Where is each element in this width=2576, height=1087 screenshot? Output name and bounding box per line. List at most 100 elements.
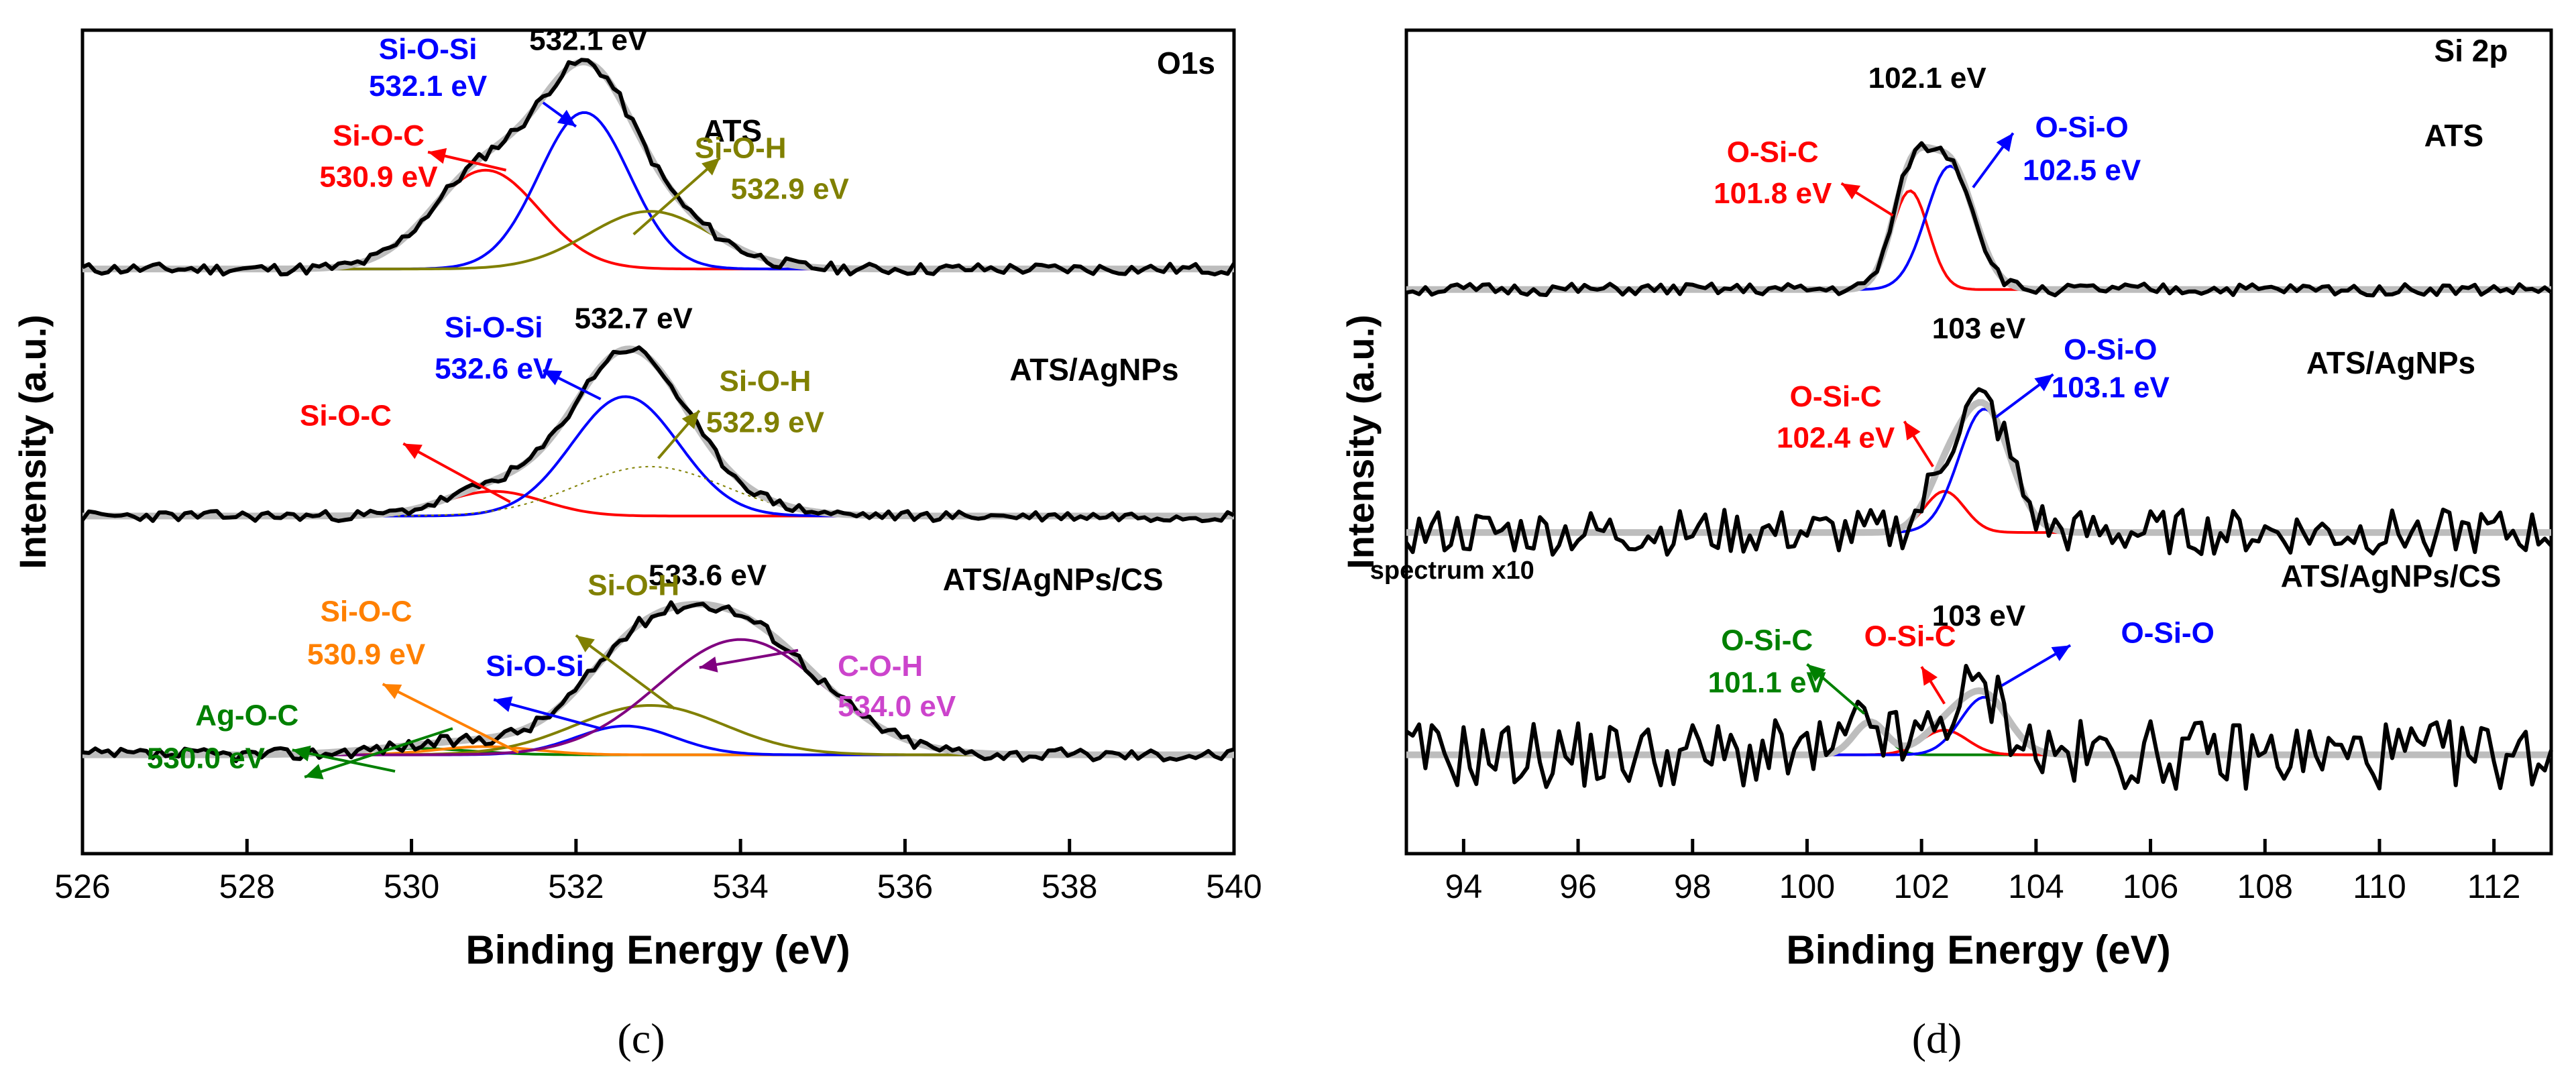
element-label-c: O1s — [1157, 46, 1215, 80]
annotation-arrow — [575, 634, 676, 710]
arrow-head — [575, 635, 595, 652]
panel-c: 526 528 530 532 534 536 538 540 ATS 532.1 eV Si-O… — [11, 23, 1262, 1062]
annotation-sample: ATS/AgNPs/CS — [2281, 559, 2502, 593]
fit-component-si-o-c — [82, 168, 1234, 271]
x-tick-label: 100 — [1779, 868, 1835, 905]
annotation-labels-c: ATS 532.1 eV Si-O-Si 532.1 eV Si-O-C 530.9 eV… — [147, 23, 1179, 775]
annotation-peak: 103 eV — [1932, 599, 2026, 632]
x-tick-label: 540 — [1206, 868, 1262, 905]
fit-envelope — [82, 600, 1234, 758]
fit-component-si-o-h — [82, 465, 1234, 517]
annotation-arrow — [402, 442, 511, 504]
arrow-head — [304, 764, 324, 780]
fit-component-si-o-h — [82, 210, 1234, 271]
x-tick-label: 532 — [548, 868, 604, 905]
plot-frame-c — [80, 28, 1236, 856]
x-tick-label: 112 — [2467, 868, 2521, 905]
annotation-oosi-name: O-Si-O — [2035, 111, 2128, 144]
arrow-head — [1996, 133, 2013, 152]
fit-component-o-si-c — [1406, 189, 2551, 291]
annotation-siosi-val: 532.6 eV — [435, 352, 553, 385]
x-axis-ticks-c: 526 528 530 532 534 536 538 540 — [54, 839, 1262, 905]
fit-component-si-o-si — [82, 111, 1234, 271]
annotation-agoc-val: 530.0 eV — [147, 742, 266, 775]
x-tick-label: 526 — [54, 868, 110, 905]
arrow-head — [543, 370, 563, 386]
annotation-siosi-val: 532.1 eV — [369, 70, 488, 103]
annotation-sioc-val: 530.9 eV — [319, 160, 438, 193]
arrow-head — [403, 443, 423, 459]
panel-d: 94 96 98 100 102 104 106 108 110 112 ATS Si 2p 102.… — [1339, 28, 2553, 1062]
caption-d: (d) — [1912, 1015, 1962, 1062]
y-axis-title-c: Intensity (a.u.) — [11, 314, 54, 569]
annotation-sioc-val: 530.9 eV — [307, 638, 426, 671]
x-tick-label: 530 — [384, 868, 439, 905]
annotation-siosi-name: Si-O-Si — [379, 33, 478, 66]
spectra-c — [80, 58, 1236, 763]
caption-c: (c) — [617, 1015, 665, 1062]
arrow-head — [2051, 645, 2071, 661]
annotation-arrows-d — [1806, 132, 2072, 715]
annotation-sioh-val: 532.9 eV — [731, 173, 850, 206]
raw-spectrum — [1404, 387, 2553, 558]
annotation-coh-name: C-O-H — [838, 650, 923, 683]
annotation-sioh-name: Si-O-H — [719, 365, 811, 398]
annotation-arrow — [493, 698, 602, 730]
arrow-head — [494, 696, 513, 712]
arrow-head — [681, 410, 699, 429]
fit-envelope — [1406, 399, 2551, 536]
annotation-osic-name: O-Si-C — [1864, 620, 1956, 653]
arrow-head — [699, 656, 718, 673]
arrow-head — [428, 148, 447, 164]
annotation-oosi-name: O-Si-O — [2064, 333, 2157, 366]
annotation-osic-val: 101.8 eV — [1714, 177, 1832, 210]
annotation-arrow — [382, 683, 519, 754]
annotation-sample: ATS — [2424, 118, 2484, 153]
annotation-arrow — [632, 156, 721, 236]
annotation-sample: ATS/AgNPs — [1009, 352, 1178, 387]
x-tick-label: 102 — [1893, 868, 1949, 905]
x-axis-ticks-d: 94 96 98 100 102 104 106 108 110 112 — [1445, 839, 2521, 905]
annotation-siosi-name: Si-O-Si — [445, 311, 543, 344]
x-axis-title-d: Binding Energy (eV) — [1786, 927, 2170, 972]
x-axis-title-c: Binding Energy (eV) — [465, 927, 850, 972]
annotation-note: spectrum x10 — [1370, 557, 1534, 585]
raw-spectrum — [1406, 141, 2553, 298]
annotation-osic-name: O-Si-C — [1790, 380, 1882, 413]
raw-spectrum — [80, 345, 1235, 524]
arrow-head — [292, 745, 311, 762]
arrow-head — [382, 684, 402, 699]
fit-envelope — [1406, 144, 2551, 293]
arrow-head — [1807, 664, 1826, 682]
annotation-coh-val: 534.0 eV — [838, 690, 956, 723]
x-tick-label: 108 — [2237, 868, 2293, 905]
raw-spectrum — [82, 600, 1235, 763]
arrow-head — [1921, 667, 1938, 686]
plot-frame-d — [1404, 28, 2553, 856]
annotation-peak: 102.1 eV — [1868, 62, 1987, 95]
x-tick-label: 104 — [2008, 868, 2064, 905]
annotation-siosi-name: Si-O-Si — [486, 650, 584, 683]
annotation-oosi-val: 103.1 eV — [2052, 371, 2170, 404]
annotation-sioc-name: Si-O-C — [333, 119, 425, 152]
x-tick-label: 106 — [2123, 868, 2178, 905]
annotation-sample: ATS — [703, 113, 763, 148]
y-axis-title-d: Intensity (a.u.) — [1339, 314, 1382, 569]
x-tick-label: 538 — [1042, 868, 1097, 905]
raw-spectrum — [81, 58, 1236, 277]
arrow-head — [702, 158, 720, 176]
arrow-head — [1904, 421, 1921, 441]
annotation-labels-d: ATS Si 2p 102.1 eV O-Si-O 102.5 eV O-Si-C 101.… — [1370, 34, 2508, 699]
annotation-sioh-name: Si-O-H — [587, 569, 679, 602]
annotation-sioh-name: Si-O-H — [695, 131, 787, 164]
element-label-d: Si 2p — [2434, 34, 2508, 68]
arrow-head — [2034, 374, 2054, 392]
annotation-oosi-name: O-Si-O — [2121, 617, 2214, 650]
fit-envelope — [1406, 687, 2551, 758]
annotation-arrow — [292, 748, 396, 773]
arrow-head — [557, 109, 576, 127]
annotation-peak: 532.7 eV — [575, 302, 693, 335]
x-tick-label: 528 — [219, 868, 275, 905]
annotation-sioc-name: Si-O-C — [300, 399, 392, 432]
